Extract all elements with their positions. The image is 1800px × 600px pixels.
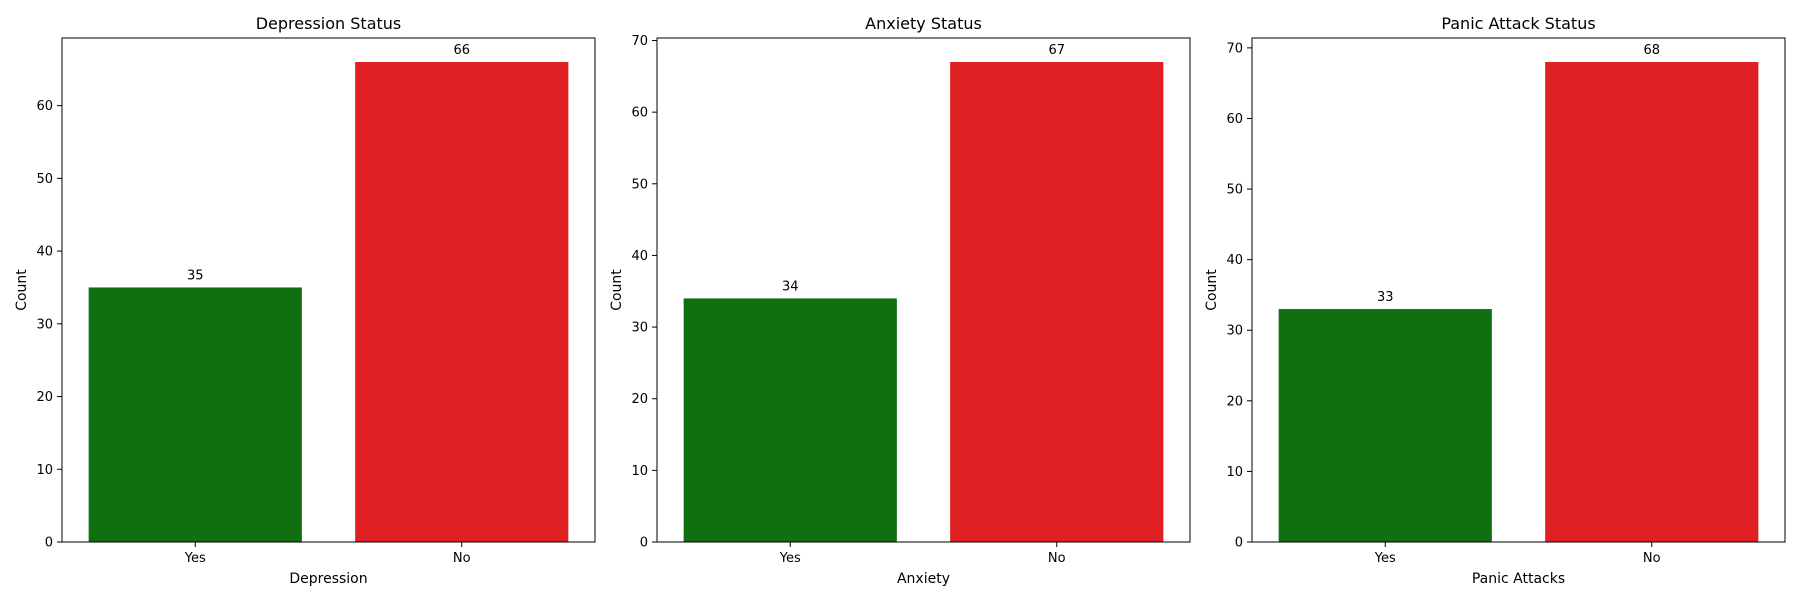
x-tick-label: Yes [1374, 551, 1396, 566]
y-tick-label: 0 [45, 536, 53, 551]
data-label: 68 [1643, 43, 1660, 58]
x-tick-label: No [453, 551, 471, 566]
x-axis-label: Anxiety [897, 571, 950, 587]
chart-panel-2: 34 Yes 67 No 0 10 20 30 40 50 60 70 Anxiety Status An… [609, 14, 1191, 587]
data-label: 33 [1377, 290, 1394, 305]
y-axis-label: Count [1204, 269, 1220, 311]
y-tick-label: 10 [1226, 465, 1243, 480]
axes-frame [656, 37, 1191, 543]
y-tick-label: 70 [631, 34, 648, 49]
bar-yes [683, 298, 897, 542]
data-label: 35 [187, 268, 204, 283]
bar-no [1545, 62, 1759, 542]
y-tick-label: 70 [1226, 41, 1243, 56]
y-tick-label: 50 [631, 177, 648, 192]
y-axis-label: Count [14, 269, 30, 311]
y-tick-label: 20 [36, 390, 53, 405]
axes-frame [61, 37, 596, 543]
data-label: 34 [782, 279, 799, 294]
x-tick-label: No [1643, 551, 1661, 566]
chart-panel-3: 33 Yes 68 No 0 10 20 30 40 50 60 70 Panic Attack Sta… [1204, 14, 1786, 587]
chart-title: Panic Attack Status [1441, 14, 1595, 33]
y-tick-label: 0 [1235, 536, 1243, 551]
y-tick-label: 40 [631, 249, 648, 264]
chart-title: Depression Status [256, 14, 402, 33]
y-tick-label: 30 [1226, 324, 1243, 339]
x-tick-label: Yes [779, 551, 801, 566]
y-tick-label: 10 [631, 464, 648, 479]
y-tick-label: 60 [1226, 112, 1243, 127]
x-tick-label: Yes [184, 551, 206, 566]
y-tick-label: 30 [631, 321, 648, 336]
chart-title: Anxiety Status [865, 14, 982, 33]
x-axis-label: Panic Attacks [1472, 571, 1565, 587]
y-tick-label: 40 [36, 245, 53, 260]
y-axis-label: Count [609, 269, 625, 311]
chart-panel-1: 35 Yes 66 No 0 10 20 30 40 50 60 Depression Status D… [14, 14, 596, 587]
x-tick-label: No [1048, 551, 1066, 566]
bar-no [950, 62, 1164, 542]
y-tick-label: 0 [640, 536, 648, 551]
y-tick-label: 40 [1226, 253, 1243, 268]
y-tick-label: 60 [631, 106, 648, 121]
x-axis-label: Depression [289, 571, 367, 587]
data-label: 67 [1048, 43, 1065, 58]
y-tick-label: 50 [1226, 183, 1243, 198]
axes-frame [1251, 37, 1786, 543]
bar-yes [1278, 309, 1492, 542]
y-tick-label: 20 [1226, 394, 1243, 409]
y-tick-label: 50 [36, 172, 53, 187]
y-tick-label: 30 [36, 317, 53, 332]
chart-panels: 35 Yes 66 No 0 10 20 30 40 50 60 Depression Status D… [14, 14, 1786, 587]
bar-no [355, 62, 569, 542]
y-tick-label: 20 [631, 392, 648, 407]
y-tick-label: 10 [36, 463, 53, 478]
bar-yes [88, 287, 302, 542]
y-tick-label: 60 [36, 99, 53, 114]
data-label: 66 [453, 43, 470, 58]
